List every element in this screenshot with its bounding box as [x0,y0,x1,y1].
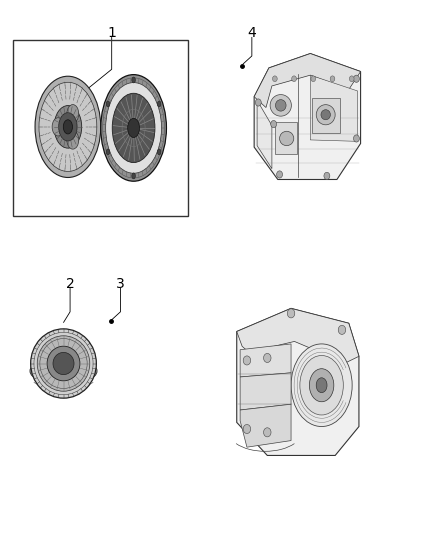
Ellipse shape [106,149,110,155]
Ellipse shape [67,131,79,149]
Polygon shape [240,373,291,410]
Text: 3: 3 [116,277,125,290]
Ellipse shape [316,378,327,393]
Ellipse shape [63,120,73,134]
Ellipse shape [311,76,316,82]
Ellipse shape [309,369,334,402]
Ellipse shape [264,353,271,362]
Ellipse shape [291,344,352,426]
Ellipse shape [350,76,354,82]
Ellipse shape [101,75,166,181]
Ellipse shape [54,106,81,148]
Ellipse shape [132,77,135,83]
Ellipse shape [243,424,251,433]
Ellipse shape [353,75,360,82]
Ellipse shape [287,309,295,318]
Polygon shape [254,53,360,108]
Ellipse shape [52,118,64,136]
Ellipse shape [270,94,291,116]
Ellipse shape [106,83,162,173]
Polygon shape [275,122,297,155]
Ellipse shape [353,135,360,142]
Ellipse shape [35,76,101,177]
Ellipse shape [53,352,74,375]
Ellipse shape [324,172,330,180]
Ellipse shape [255,99,261,106]
Ellipse shape [39,82,97,172]
Ellipse shape [316,104,335,125]
Text: 2: 2 [66,277,74,290]
Ellipse shape [271,120,277,128]
Ellipse shape [47,346,80,381]
Polygon shape [237,309,359,455]
Ellipse shape [37,336,90,391]
Polygon shape [257,100,272,168]
Bar [13,40,188,216]
Polygon shape [237,309,359,363]
Ellipse shape [292,76,297,82]
Polygon shape [240,404,291,447]
Ellipse shape [321,110,330,120]
Polygon shape [310,75,357,141]
Ellipse shape [112,93,155,163]
Ellipse shape [157,149,161,155]
Polygon shape [311,98,340,133]
Ellipse shape [132,173,135,179]
Ellipse shape [279,131,294,146]
Text: 1: 1 [107,26,116,40]
Ellipse shape [157,101,161,107]
Ellipse shape [31,329,96,398]
Ellipse shape [300,356,343,415]
Ellipse shape [243,356,251,365]
Ellipse shape [128,118,140,138]
Ellipse shape [30,357,97,385]
Ellipse shape [264,428,271,437]
Text: 4: 4 [247,26,256,40]
Polygon shape [254,53,360,180]
Ellipse shape [272,76,277,82]
Ellipse shape [276,100,286,111]
Ellipse shape [338,325,346,334]
Ellipse shape [106,101,110,107]
Polygon shape [240,344,291,377]
Ellipse shape [277,171,283,178]
Ellipse shape [330,76,335,82]
Ellipse shape [59,112,77,141]
Ellipse shape [67,104,79,123]
